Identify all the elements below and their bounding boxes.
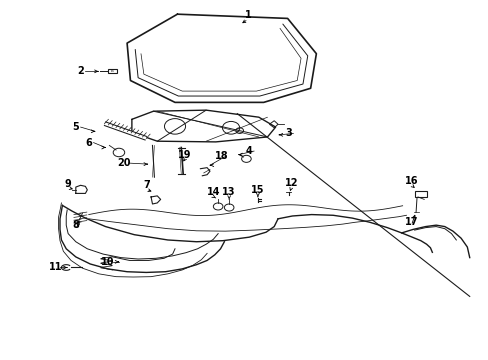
Text: 12: 12 xyxy=(284,178,298,188)
Text: B: B xyxy=(111,69,113,73)
Text: 17: 17 xyxy=(404,217,417,227)
Text: 11: 11 xyxy=(48,262,62,273)
Text: 4: 4 xyxy=(245,146,252,156)
Text: 3: 3 xyxy=(285,129,291,139)
Circle shape xyxy=(113,148,124,157)
Text: 5: 5 xyxy=(72,122,79,132)
Circle shape xyxy=(241,155,251,162)
Text: 20: 20 xyxy=(117,158,130,168)
Text: 16: 16 xyxy=(404,176,417,186)
Text: 9: 9 xyxy=(64,179,71,189)
Text: 8: 8 xyxy=(72,220,79,230)
Text: 18: 18 xyxy=(214,151,228,161)
Circle shape xyxy=(213,203,223,210)
Text: 6: 6 xyxy=(85,138,92,148)
Text: 2: 2 xyxy=(77,66,84,76)
FancyBboxPatch shape xyxy=(108,69,116,73)
Text: 14: 14 xyxy=(206,187,220,197)
Text: 15: 15 xyxy=(251,185,264,195)
Circle shape xyxy=(224,204,233,211)
Text: 10: 10 xyxy=(101,257,115,267)
Text: 13: 13 xyxy=(222,187,235,197)
Text: 7: 7 xyxy=(142,180,149,190)
Text: 1: 1 xyxy=(244,10,251,20)
Text: 19: 19 xyxy=(178,150,191,160)
